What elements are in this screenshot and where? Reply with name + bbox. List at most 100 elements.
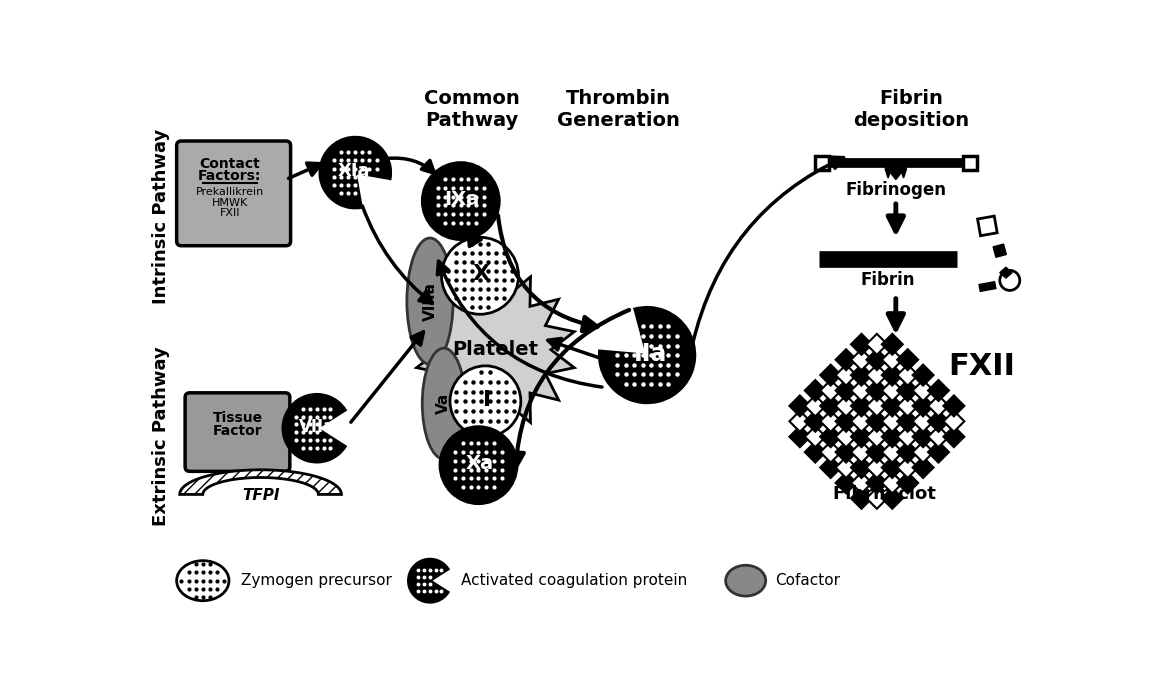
Text: Cofactor: Cofactor — [774, 573, 840, 588]
Bar — [835, 473, 856, 493]
Text: FXII: FXII — [948, 352, 1015, 381]
Bar — [944, 411, 965, 432]
Bar — [867, 334, 888, 355]
Polygon shape — [417, 269, 575, 430]
Bar — [851, 380, 872, 401]
Text: XIa: XIa — [338, 162, 370, 180]
Bar — [978, 216, 997, 236]
Bar — [867, 380, 888, 401]
Bar — [867, 411, 888, 432]
Text: Extrinsic Pathway: Extrinsic Pathway — [152, 346, 171, 526]
Bar — [912, 396, 933, 416]
Polygon shape — [180, 470, 341, 494]
Text: Intrinsic Pathway: Intrinsic Pathway — [152, 129, 171, 304]
Bar — [867, 442, 888, 462]
Wedge shape — [283, 394, 346, 462]
Polygon shape — [885, 169, 891, 178]
Bar — [851, 488, 872, 509]
Bar — [835, 457, 856, 478]
Bar — [805, 380, 826, 401]
Wedge shape — [599, 307, 695, 402]
Ellipse shape — [406, 238, 453, 364]
Bar — [912, 411, 933, 432]
Text: VIIIa: VIIIa — [423, 282, 438, 321]
Bar — [805, 426, 826, 447]
Polygon shape — [882, 163, 910, 180]
Ellipse shape — [450, 366, 521, 437]
Ellipse shape — [440, 427, 517, 504]
Bar — [929, 442, 948, 462]
Bar — [912, 442, 933, 462]
Bar — [929, 426, 948, 447]
Bar — [912, 364, 933, 385]
Bar — [820, 411, 841, 432]
Text: TFPI: TFPI — [242, 488, 279, 503]
Bar — [867, 457, 888, 478]
Bar — [805, 411, 826, 432]
Wedge shape — [409, 559, 449, 602]
Text: Zymogen precursor: Zymogen precursor — [242, 573, 392, 588]
Text: IIa: IIa — [633, 342, 667, 366]
Bar — [851, 426, 872, 447]
Bar — [867, 364, 888, 385]
Bar — [897, 411, 918, 432]
Bar — [851, 349, 872, 370]
Bar — [897, 380, 918, 401]
Polygon shape — [901, 169, 906, 178]
Bar — [851, 396, 872, 416]
Bar — [820, 426, 841, 447]
Text: Prekallikrein: Prekallikrein — [196, 187, 264, 197]
Bar — [835, 426, 856, 447]
FancyBboxPatch shape — [176, 141, 291, 246]
Bar — [851, 334, 872, 355]
Bar — [912, 457, 933, 478]
Bar — [912, 426, 933, 447]
Bar — [993, 244, 1007, 257]
Bar — [867, 488, 888, 509]
Bar — [820, 442, 841, 462]
FancyBboxPatch shape — [185, 393, 290, 471]
Bar — [835, 349, 856, 370]
Bar — [912, 380, 933, 401]
Bar — [820, 380, 841, 401]
Bar — [897, 364, 918, 385]
Bar — [897, 457, 918, 478]
Bar — [882, 488, 903, 509]
Bar — [929, 380, 948, 401]
Bar — [851, 457, 872, 478]
Bar — [882, 426, 903, 447]
Text: Factors:: Factors: — [199, 170, 262, 183]
Bar — [882, 442, 903, 462]
Bar — [882, 473, 903, 493]
Ellipse shape — [423, 163, 499, 240]
Polygon shape — [1000, 267, 1013, 278]
Text: VIIa: VIIa — [299, 417, 335, 436]
Bar — [790, 396, 811, 416]
Bar — [897, 426, 918, 447]
Bar — [882, 380, 903, 401]
Text: Fibrinogen: Fibrinogen — [846, 180, 946, 199]
Bar — [851, 473, 872, 493]
Bar — [897, 396, 918, 416]
Bar — [929, 411, 948, 432]
Ellipse shape — [176, 560, 229, 601]
Bar — [835, 364, 856, 385]
Circle shape — [1000, 270, 1020, 290]
Text: Va: Va — [437, 393, 451, 414]
Text: Contact: Contact — [200, 157, 260, 171]
Bar — [929, 396, 948, 416]
Text: Thrombin
Generation: Thrombin Generation — [557, 89, 680, 131]
Bar — [867, 396, 888, 416]
Bar — [882, 364, 903, 385]
Bar — [851, 364, 872, 385]
Bar — [835, 380, 856, 401]
Text: I: I — [482, 390, 491, 410]
Text: Factor: Factor — [213, 424, 263, 437]
Bar — [882, 457, 903, 478]
Bar — [897, 442, 918, 462]
Bar — [815, 156, 829, 170]
Bar — [882, 334, 903, 355]
Bar — [835, 396, 856, 416]
Bar — [851, 442, 872, 462]
Bar — [882, 396, 903, 416]
